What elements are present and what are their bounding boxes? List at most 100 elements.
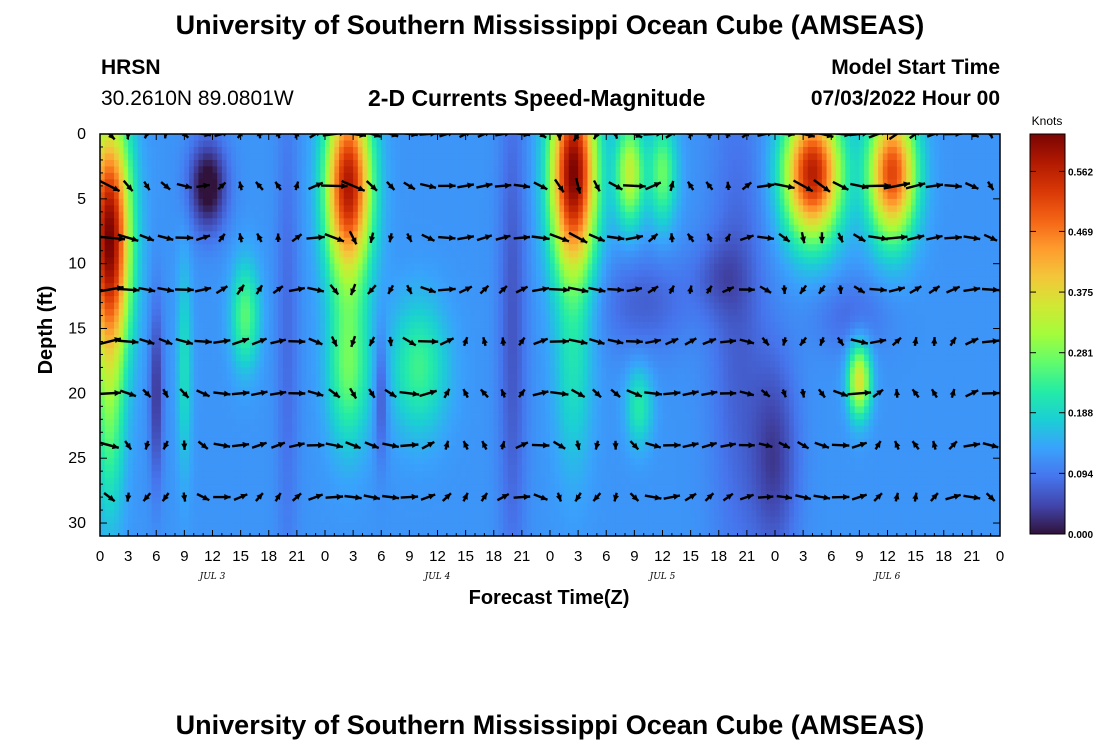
heat-cell [250,438,256,446]
heat-cell [437,464,443,472]
heat-cell [390,412,396,420]
heat-cell [132,322,139,330]
heat-cell [104,516,110,524]
heat-cell [451,335,457,343]
heat-cell [250,425,256,433]
heat-cell [418,231,425,239]
heat-cell [254,218,260,226]
heat-cell [226,296,232,304]
heat-cell [109,516,115,524]
heat-cell [470,347,476,356]
heat-cell [456,380,462,388]
heat-cell [325,477,331,485]
heat-cell [132,484,139,492]
heat-cell [339,399,345,407]
heat-cell [264,335,270,343]
heat-cell [254,523,260,531]
heat-cell [409,166,415,174]
heat-cell [343,341,350,349]
station-coords: 30.2610N 89.0801W [101,87,294,110]
heat-cell [329,153,335,161]
heat-cell [470,412,476,420]
heat-cell [137,179,143,187]
heat-cell [362,140,368,148]
heat-cell [343,432,350,440]
heat-cell [442,166,448,174]
heat-cell [198,276,204,284]
heat-cell [109,458,115,466]
heat-cell [118,425,125,433]
heat-cell [381,386,387,394]
heat-cell [100,250,106,258]
heat-cell [137,237,143,245]
heat-cell [339,471,345,479]
heat-cell [339,276,345,284]
heat-cell [179,510,185,518]
heat-cell [207,328,214,336]
heat-cell [259,399,265,407]
heat-cell [217,159,223,168]
heat-cell [362,270,368,278]
heat-cell [184,185,190,193]
heat-cell [245,373,251,381]
heat-cell [193,419,200,427]
heat-cell [151,134,157,142]
heat-cell [109,471,115,479]
heat-cell [339,380,345,388]
heat-cell [128,380,134,388]
heat-cell [310,497,317,505]
heat-cell [245,192,251,200]
heat-cell [184,406,190,414]
heat-cell [100,322,106,330]
heat-cell [189,386,195,394]
heat-cell [475,140,481,148]
heat-cell [320,458,326,466]
heat-cell [137,412,143,420]
heat-cell [132,380,139,388]
heat-cell [240,503,246,511]
heat-cell [296,328,303,336]
heat-cell [193,198,200,206]
heat-cell [432,490,439,498]
heat-cell [470,309,476,317]
heat-cell [254,354,260,362]
heat-cell [400,516,406,524]
heat-cell [362,224,368,232]
heat-cell [334,263,340,271]
heat-cell [254,263,260,271]
heat-cell [278,367,284,375]
heat-cell [109,347,115,356]
heat-cell [390,406,396,414]
heat-cell [245,224,251,232]
heat-cell [132,185,139,193]
heat-cell [292,224,298,232]
heat-cell [109,451,115,459]
heat-cell [320,484,326,492]
heat-cell [306,263,312,271]
heat-cell [137,257,143,265]
heat-cell [423,315,429,323]
heat-cell [414,257,420,265]
heat-cell [114,471,120,479]
heat-cell [315,302,321,310]
heat-cell [315,224,321,232]
heat-cell [217,516,223,524]
heat-cell [385,432,392,440]
heat-cell [320,328,326,336]
heat-cell [100,360,106,369]
heat-cell [296,296,303,304]
heat-cell [217,244,223,252]
heat-cell [226,354,232,362]
heat-cell [179,283,185,291]
heat-cell [339,438,345,446]
heat-cell [268,250,275,258]
heat-cell [132,425,139,433]
heat-cell [315,198,321,206]
heat-cell [118,159,125,168]
heat-cell [226,159,232,168]
heat-cell [170,471,176,479]
heat-cell [254,328,260,336]
heat-cell [156,134,162,142]
heat-cell [109,302,115,310]
heat-cell [142,211,148,219]
